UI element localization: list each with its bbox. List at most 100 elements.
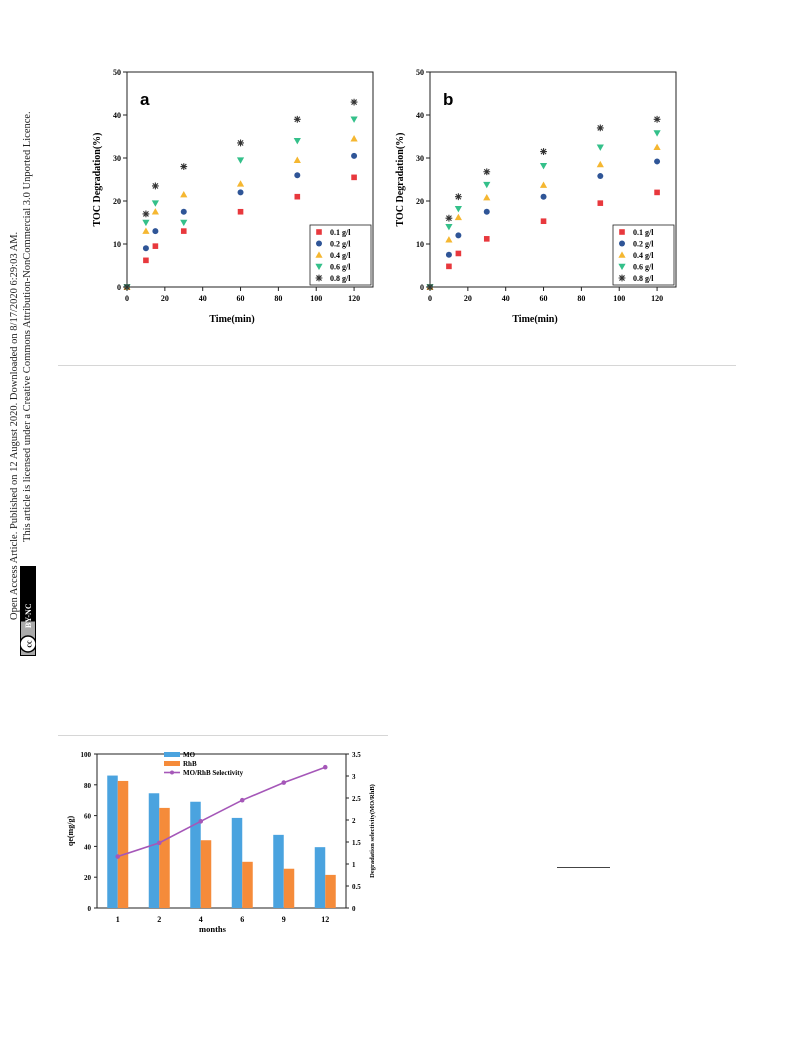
data-point (454, 193, 462, 201)
legend-marker (619, 229, 625, 235)
plot-frame (96, 753, 347, 909)
data-point (454, 205, 462, 213)
data-point (596, 160, 604, 168)
data-point (151, 200, 159, 207)
data-point (350, 116, 358, 123)
x-tick-label: 100 (310, 294, 322, 303)
legend-marker (315, 251, 323, 258)
open-access-line: Open Access Article. Published on 12 Aug… (9, 231, 20, 620)
data-point (539, 181, 548, 188)
y-tick-label: 50 (416, 68, 424, 77)
cc-by-nc-badge-icon[interactable]: cc BY-NC (20, 566, 36, 656)
data-point (151, 182, 159, 190)
x-tick-label: 9 (282, 915, 286, 924)
y-axis-label: qe(mg/g) (66, 816, 75, 847)
x-tick-label: 40 (502, 294, 510, 303)
y-right-tick-label: 2.5 (352, 795, 361, 803)
chart-panel-a: 0 10 20 30 40 50 0 20 40 60 80 100 120 Time(min) TOC D… (92, 68, 374, 325)
y-tick-label: 20 (84, 874, 92, 882)
y-tick-label: 10 (113, 240, 121, 249)
data-point (653, 143, 661, 151)
data-point (180, 163, 188, 170)
bar-mo (314, 847, 326, 908)
data-point (483, 168, 491, 176)
x-tick-label: 20 (161, 294, 169, 303)
legend-label: 0.4 g/l (330, 251, 351, 260)
selectivity-point (322, 764, 328, 770)
bar-mo (148, 793, 160, 908)
x-tick-label: 0 (428, 294, 432, 303)
data-point (597, 200, 604, 206)
bar-rhb (325, 874, 336, 908)
data-point (236, 180, 245, 187)
data-point (483, 193, 491, 201)
data-point (445, 224, 453, 231)
data-point (293, 115, 301, 123)
data-point (426, 283, 434, 291)
figure-divider (58, 735, 388, 736)
bar-rhb (200, 840, 212, 908)
y-tick-label: 0 (88, 905, 92, 913)
data-point (351, 174, 357, 181)
data-point (455, 250, 462, 257)
legend-marker (618, 251, 626, 258)
data-point (142, 227, 150, 234)
y-right-tick-label: 3.5 (352, 751, 361, 759)
bar-rhb (159, 807, 170, 908)
data-point (446, 263, 452, 270)
x-tick-label: 6 (240, 915, 244, 924)
data-point (180, 208, 187, 215)
data-point (483, 181, 491, 189)
y-tick-label: 20 (416, 197, 424, 206)
x-tick-label: 4 (199, 915, 203, 924)
bar-mo (231, 817, 243, 908)
data-point (294, 193, 301, 200)
y-tick-label: 60 (84, 813, 92, 821)
article-sidebar: Open Access Article. Published on 12 Aug… (0, 0, 40, 1039)
y-right-tick-label: 1 (352, 861, 356, 869)
plot-frame (429, 71, 677, 288)
legend-swatch-rhb (164, 761, 180, 766)
legend-label: 0.2 g/l (633, 240, 654, 249)
bar-rhb (283, 868, 295, 908)
y-axis-label: TOC Degradation(%) (92, 133, 103, 227)
bar-rhb (242, 861, 253, 908)
x-axis-label: Time(min) (209, 314, 254, 325)
data-point (180, 219, 188, 227)
data-point (350, 98, 358, 106)
y-right-tick-label: 0 (352, 905, 356, 913)
license-line[interactable]: This article is licensed under a Creativ… (22, 111, 33, 542)
data-point (445, 251, 452, 258)
x-tick-label: 80 (274, 294, 282, 303)
section-divider (58, 365, 736, 366)
x-tick-label: 12 (321, 915, 329, 924)
data-point (540, 218, 547, 225)
legend-marker (315, 263, 323, 271)
data-point (596, 144, 604, 151)
data-point (539, 162, 548, 170)
legend-label: MO (183, 751, 196, 759)
y-right-tick-label: 2 (352, 817, 356, 825)
data-point (654, 189, 660, 196)
legend-label: 0.6 g/l (633, 263, 654, 272)
y-tick-label: 50 (113, 68, 121, 77)
selectivity-point (281, 780, 287, 785)
data-point (293, 156, 301, 163)
data-point (237, 208, 244, 215)
x-tick-label: 60 (237, 294, 245, 303)
data-point (142, 219, 150, 227)
legend-label: 0.4 g/l (633, 251, 654, 260)
y-right-tick-label: 1.5 (352, 839, 361, 847)
plot-frame (126, 71, 374, 288)
legend-swatch-mo (164, 752, 180, 757)
legend-marker (315, 274, 323, 282)
y-tick-label: 10 (416, 240, 424, 249)
x-tick-label: 100 (613, 294, 625, 303)
x-axis-label: months (199, 924, 227, 934)
data-point (653, 130, 661, 137)
data-point (596, 124, 604, 132)
x-tick-label: 60 (540, 294, 548, 303)
panel-letter: a (140, 90, 150, 109)
